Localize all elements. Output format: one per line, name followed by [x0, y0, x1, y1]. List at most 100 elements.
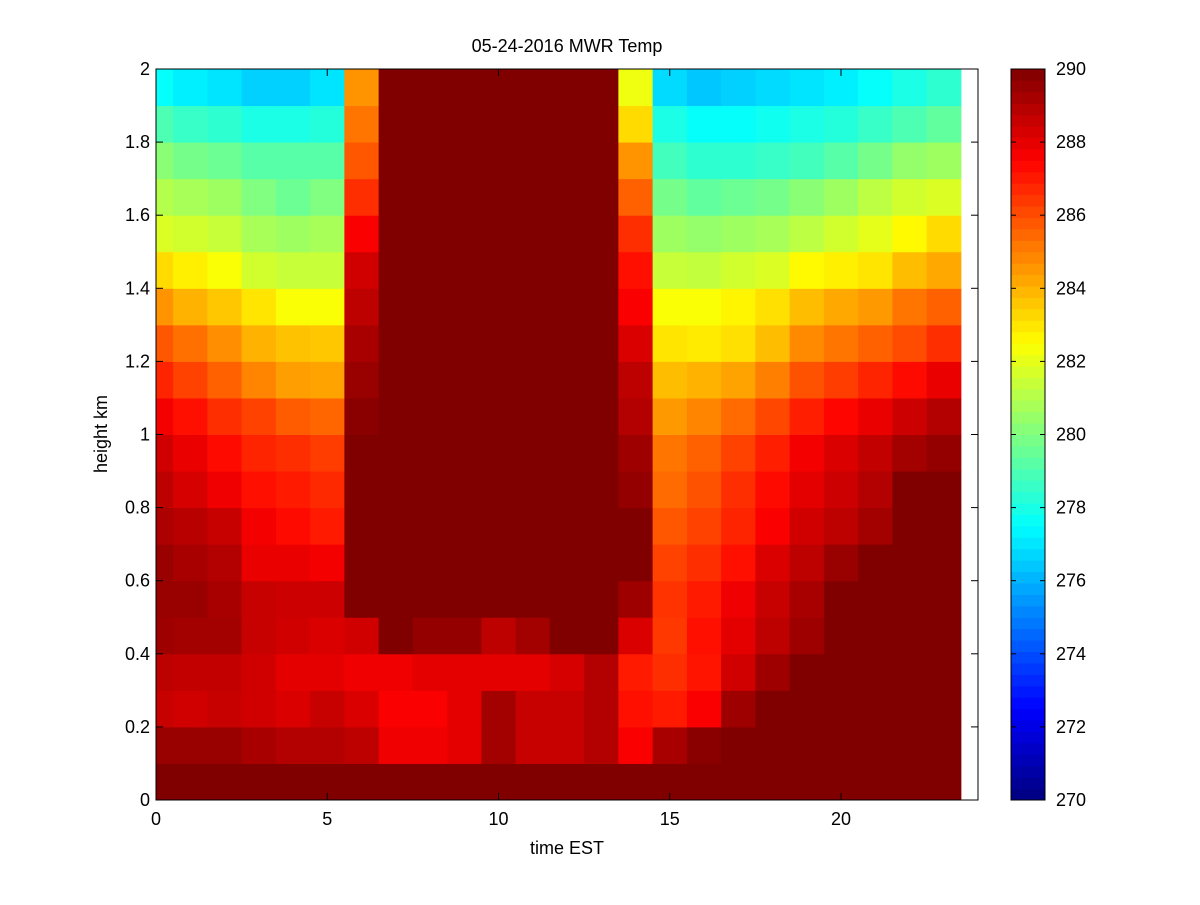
heatmap-cell — [618, 397, 654, 435]
heatmap-cell — [241, 726, 277, 764]
heatmap-cell — [755, 690, 791, 728]
heatmap-cell — [173, 544, 208, 582]
heatmap-cell — [858, 434, 893, 472]
heatmap-cell — [652, 397, 688, 435]
heatmap-cell — [584, 434, 619, 472]
y-tick-label: 0 — [140, 790, 150, 810]
heatmap-cell — [156, 142, 174, 180]
heatmap-cell — [412, 580, 448, 618]
heatmap-cell — [156, 69, 174, 107]
heatmap-cell — [344, 434, 380, 472]
heatmap-cell — [156, 251, 174, 289]
heatmap-cell — [892, 726, 928, 764]
y-tick-label: 1.2 — [125, 351, 150, 371]
heatmap-cell — [858, 653, 893, 691]
heatmap-cell — [275, 288, 311, 326]
heatmap-cell — [207, 215, 243, 253]
heatmap-cell — [686, 763, 722, 801]
heatmap-cell — [173, 142, 208, 180]
heatmap-cell — [686, 434, 722, 472]
heatmap-cell — [412, 288, 448, 326]
heatmap-cell — [686, 178, 722, 216]
heatmap-cell — [823, 105, 859, 143]
heatmap-cell — [686, 142, 722, 180]
heatmap-cell — [173, 397, 208, 435]
heatmap-cell — [721, 726, 756, 764]
heatmap-cell — [207, 69, 243, 107]
heatmap-cell — [310, 580, 345, 618]
heatmap-cell — [584, 471, 619, 509]
x-axis-ticks: 0 5 10 15 20 — [151, 69, 851, 829]
heatmap-cell — [858, 580, 893, 618]
heatmap-cell — [310, 653, 345, 691]
heatmap-cell — [823, 471, 859, 509]
heatmap-cell — [241, 69, 277, 107]
heatmap-cell — [515, 69, 551, 107]
heatmap-cell — [344, 653, 380, 691]
heatmap-cell — [515, 324, 551, 362]
heatmap-cell — [481, 617, 517, 655]
heatmap-cell — [755, 507, 791, 545]
heatmap-cell — [755, 69, 791, 107]
colorbar-band — [1011, 697, 1045, 710]
heatmap-cell — [275, 215, 311, 253]
heatmap-cell — [823, 251, 859, 289]
colorbar-band — [1011, 468, 1045, 481]
heatmap-cell — [618, 653, 654, 691]
heatmap-cell — [310, 507, 345, 545]
heatmap-cell — [755, 178, 791, 216]
colorbar-tick-label: 286 — [1056, 205, 1086, 225]
colorbar-band — [1011, 503, 1045, 515]
heatmap-cell — [618, 580, 654, 618]
y-axis-label: height km — [91, 395, 111, 473]
heatmap-cell — [310, 544, 345, 582]
heatmap-cell — [926, 361, 962, 399]
heatmap-cell — [721, 142, 756, 180]
heatmap-cell — [584, 251, 619, 289]
heatmap-cell — [618, 324, 654, 362]
heatmap-cell — [156, 507, 174, 545]
heatmap-cells — [156, 69, 962, 801]
heatmap-cell — [652, 617, 688, 655]
heatmap-cell — [652, 726, 688, 764]
heatmap-cell — [310, 471, 345, 509]
heatmap-cell — [926, 653, 962, 691]
heatmap-cell — [344, 324, 380, 362]
colorbar-band — [1011, 491, 1045, 504]
y-tick-label: 0.6 — [125, 571, 150, 591]
heatmap-cell — [584, 324, 619, 362]
heatmap-cell — [618, 105, 654, 143]
heatmap-cell — [584, 580, 619, 618]
colorbar-band — [1011, 582, 1045, 595]
colorbar-band — [1011, 720, 1045, 732]
heatmap-cell — [378, 434, 414, 472]
heatmap-cell — [789, 653, 825, 691]
heatmap-cell — [823, 580, 859, 618]
heatmap-cell — [584, 105, 619, 143]
heatmap-cell — [652, 324, 688, 362]
heatmap-cell — [447, 361, 482, 399]
heatmap-cell — [173, 653, 208, 691]
heatmap-cell — [755, 434, 791, 472]
heatmap-cell — [686, 288, 722, 326]
heatmap-cell — [173, 726, 208, 764]
heatmap-cell — [686, 507, 722, 545]
colorbar-band — [1011, 354, 1045, 367]
heatmap-cell — [344, 763, 380, 801]
heatmap-cell — [789, 690, 825, 728]
heatmap-cell — [926, 288, 962, 326]
colorbar-band — [1011, 548, 1045, 561]
heatmap-cell — [275, 690, 311, 728]
heatmap-cell — [173, 617, 208, 655]
heatmap-cell — [858, 471, 893, 509]
heatmap-cell — [721, 178, 756, 216]
heatmap-cell — [173, 69, 208, 107]
colorbar-band — [1011, 674, 1045, 687]
heatmap-cell — [549, 142, 585, 180]
heatmap-cell — [481, 544, 517, 582]
heatmap-cell — [549, 178, 585, 216]
heatmap-cell — [447, 215, 482, 253]
heatmap-cell — [858, 142, 893, 180]
